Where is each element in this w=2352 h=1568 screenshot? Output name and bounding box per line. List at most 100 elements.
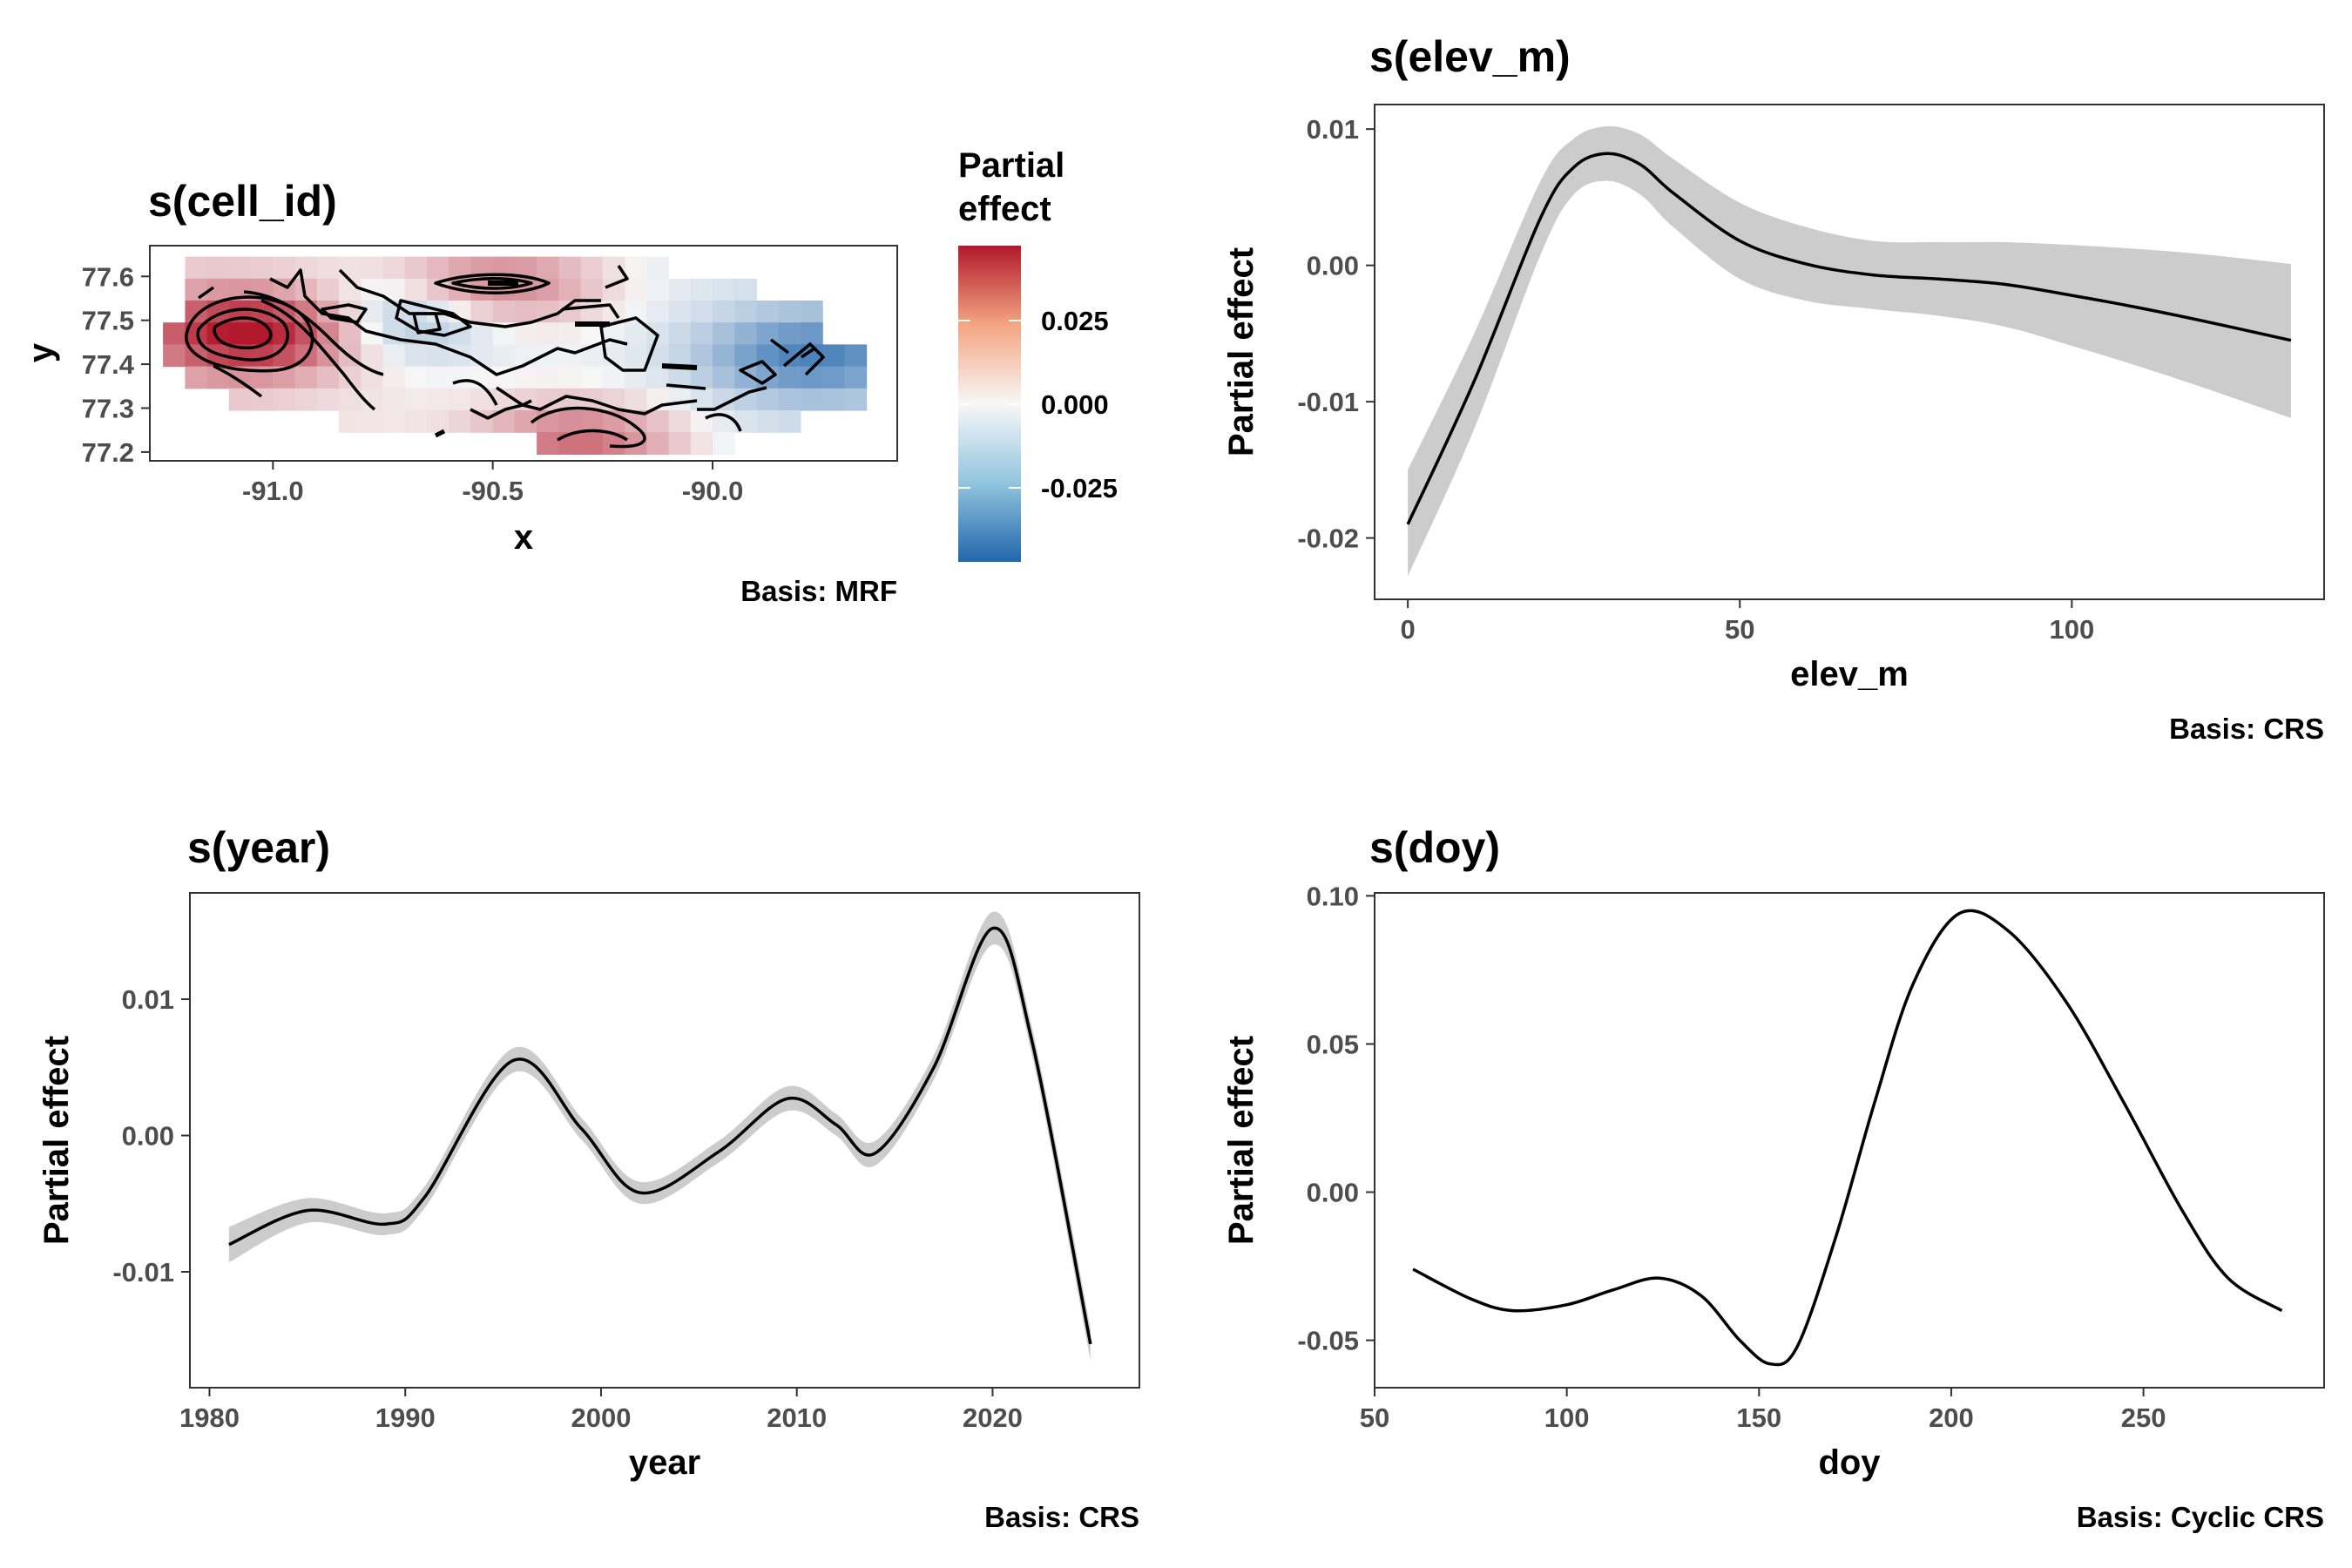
heatmap-cell [580,256,604,280]
contour-line [196,308,289,362]
heatmap-cell [427,366,449,389]
heatmap-cell [778,322,801,345]
cell-x-axis: -91.0 -90.5 -90.0 [242,461,743,506]
y-tick-label: 0.01 [1307,114,1359,145]
heatmap-cell [713,366,735,389]
heatmap-cell [339,366,362,389]
heatmap-cell [625,256,647,280]
heatmap-cell [734,301,758,323]
x-tick-label: 1980 [179,1402,240,1433]
contour-line [213,364,263,398]
heatmap-cell [690,366,713,389]
x-tick-label: 200 [1929,1402,1974,1433]
heatmap-cell [668,344,692,368]
y-tick-label: -0.01 [1297,387,1359,417]
contour-line [470,399,532,420]
y-tick-label: 0.05 [1307,1029,1359,1059]
heatmap-cell [756,388,780,411]
heatmap-cell [404,256,428,280]
heatmap-cell [316,388,340,411]
heatmap-cell [404,278,428,301]
heatmap-cell [382,256,406,280]
cell-plot-frame [149,245,898,462]
y-tick-label: 0.00 [1307,251,1359,281]
heatmap-cell [449,388,471,411]
y-tick-label: 77.4 [82,349,135,380]
cell-contours [185,265,825,449]
heatmap-cell [558,366,582,389]
heatmap-cell [228,256,252,280]
heatmap-cell [646,410,670,433]
heatmap-cell [690,278,713,301]
legend-title-line2: effect [958,190,1051,228]
y-tick-label: 77.2 [82,437,134,468]
legend-title-line1: Partial [958,146,1064,185]
heatmap-cell [844,366,868,389]
heatmap-cell [361,344,384,368]
heatmap-cell [558,256,582,280]
heatmap-cell [822,366,845,389]
heatmap-cell [427,388,449,411]
heatmap-cell [646,301,670,323]
heatmap-cell [801,322,823,345]
y-tick-label: -0.02 [1297,524,1359,554]
heatmap-cell [646,278,670,301]
heatmap-cell [756,301,780,323]
heatmap-cell [756,366,780,389]
heatmap-cell [713,344,735,368]
heatmap-cell [822,344,845,368]
heatmap-cell [294,388,318,411]
y-tick-label: 0.00 [122,1121,174,1152]
cell-y-axis-label: y [22,342,60,362]
heatmap-cell [273,388,296,411]
heatmap-cell [734,322,758,345]
x-tick-label: 100 [2049,614,2094,645]
elev-plot-area: 0 50 100 0.01 0.00 -0.01 -0.02 [1297,114,2292,645]
heatmap-cell [668,432,692,455]
heatmap-cell [801,388,823,411]
heatmap-cell [801,301,823,323]
heatmap-cell [382,410,406,433]
contour-line [434,429,446,438]
y-tick-label: 77.6 [82,261,134,292]
heatmap-cell [382,322,406,345]
heatmap-cell [514,322,537,345]
x-tick-label: 0 [1400,614,1415,645]
doy-caption: Basis: Cyclic CRS [2077,1501,2324,1533]
heatmap-cell [690,301,713,323]
cell-caption: Basis: MRF [740,575,897,607]
heatmap-cell [537,388,559,411]
x-tick-label: 250 [2121,1402,2166,1433]
heatmap-cell [251,256,274,280]
doy-y-axis-label: Partial effect [1222,1036,1260,1245]
heatmap-cell [690,410,713,433]
contour-line [697,386,767,411]
heatmap-cell [713,322,735,345]
panel-doy: s(doy) 50 100 150 200 250 0.10 0.05 0.00 -0.05 d… [1222,823,2325,1533]
smooth-line [1406,152,2292,525]
heatmap-cell [734,344,758,368]
heatmap-cell [668,278,692,301]
heatmap-cell [690,432,713,455]
heatmap-cell [734,410,758,433]
heatmap-cell [470,301,494,323]
smooth-line [228,926,1092,1345]
heatmap-cell [580,301,604,323]
heatmap-cell [668,301,692,323]
heatmap-cell [339,256,362,280]
heatmap-cell [163,322,186,345]
heatmap-cell [228,388,252,411]
heatmap-cell [163,344,186,368]
year-plot-area: 1980 1990 2000 2010 2020 0.01 0.00 -0.01 [112,911,1092,1433]
heatmap-cell [580,278,604,301]
heatmap-cell [844,388,868,411]
x-tick-label: 2010 [767,1402,827,1433]
doy-plot-area: 50 100 150 200 250 0.10 0.05 0.00 -0.05 [1297,881,2283,1433]
cell-x-axis-label: x [514,518,533,557]
contour-line [451,277,533,290]
x-tick-label: -90.5 [462,476,524,506]
heatmap-cell [294,256,318,280]
heatmap-cell [427,410,449,433]
heatmap-cell [382,388,406,411]
